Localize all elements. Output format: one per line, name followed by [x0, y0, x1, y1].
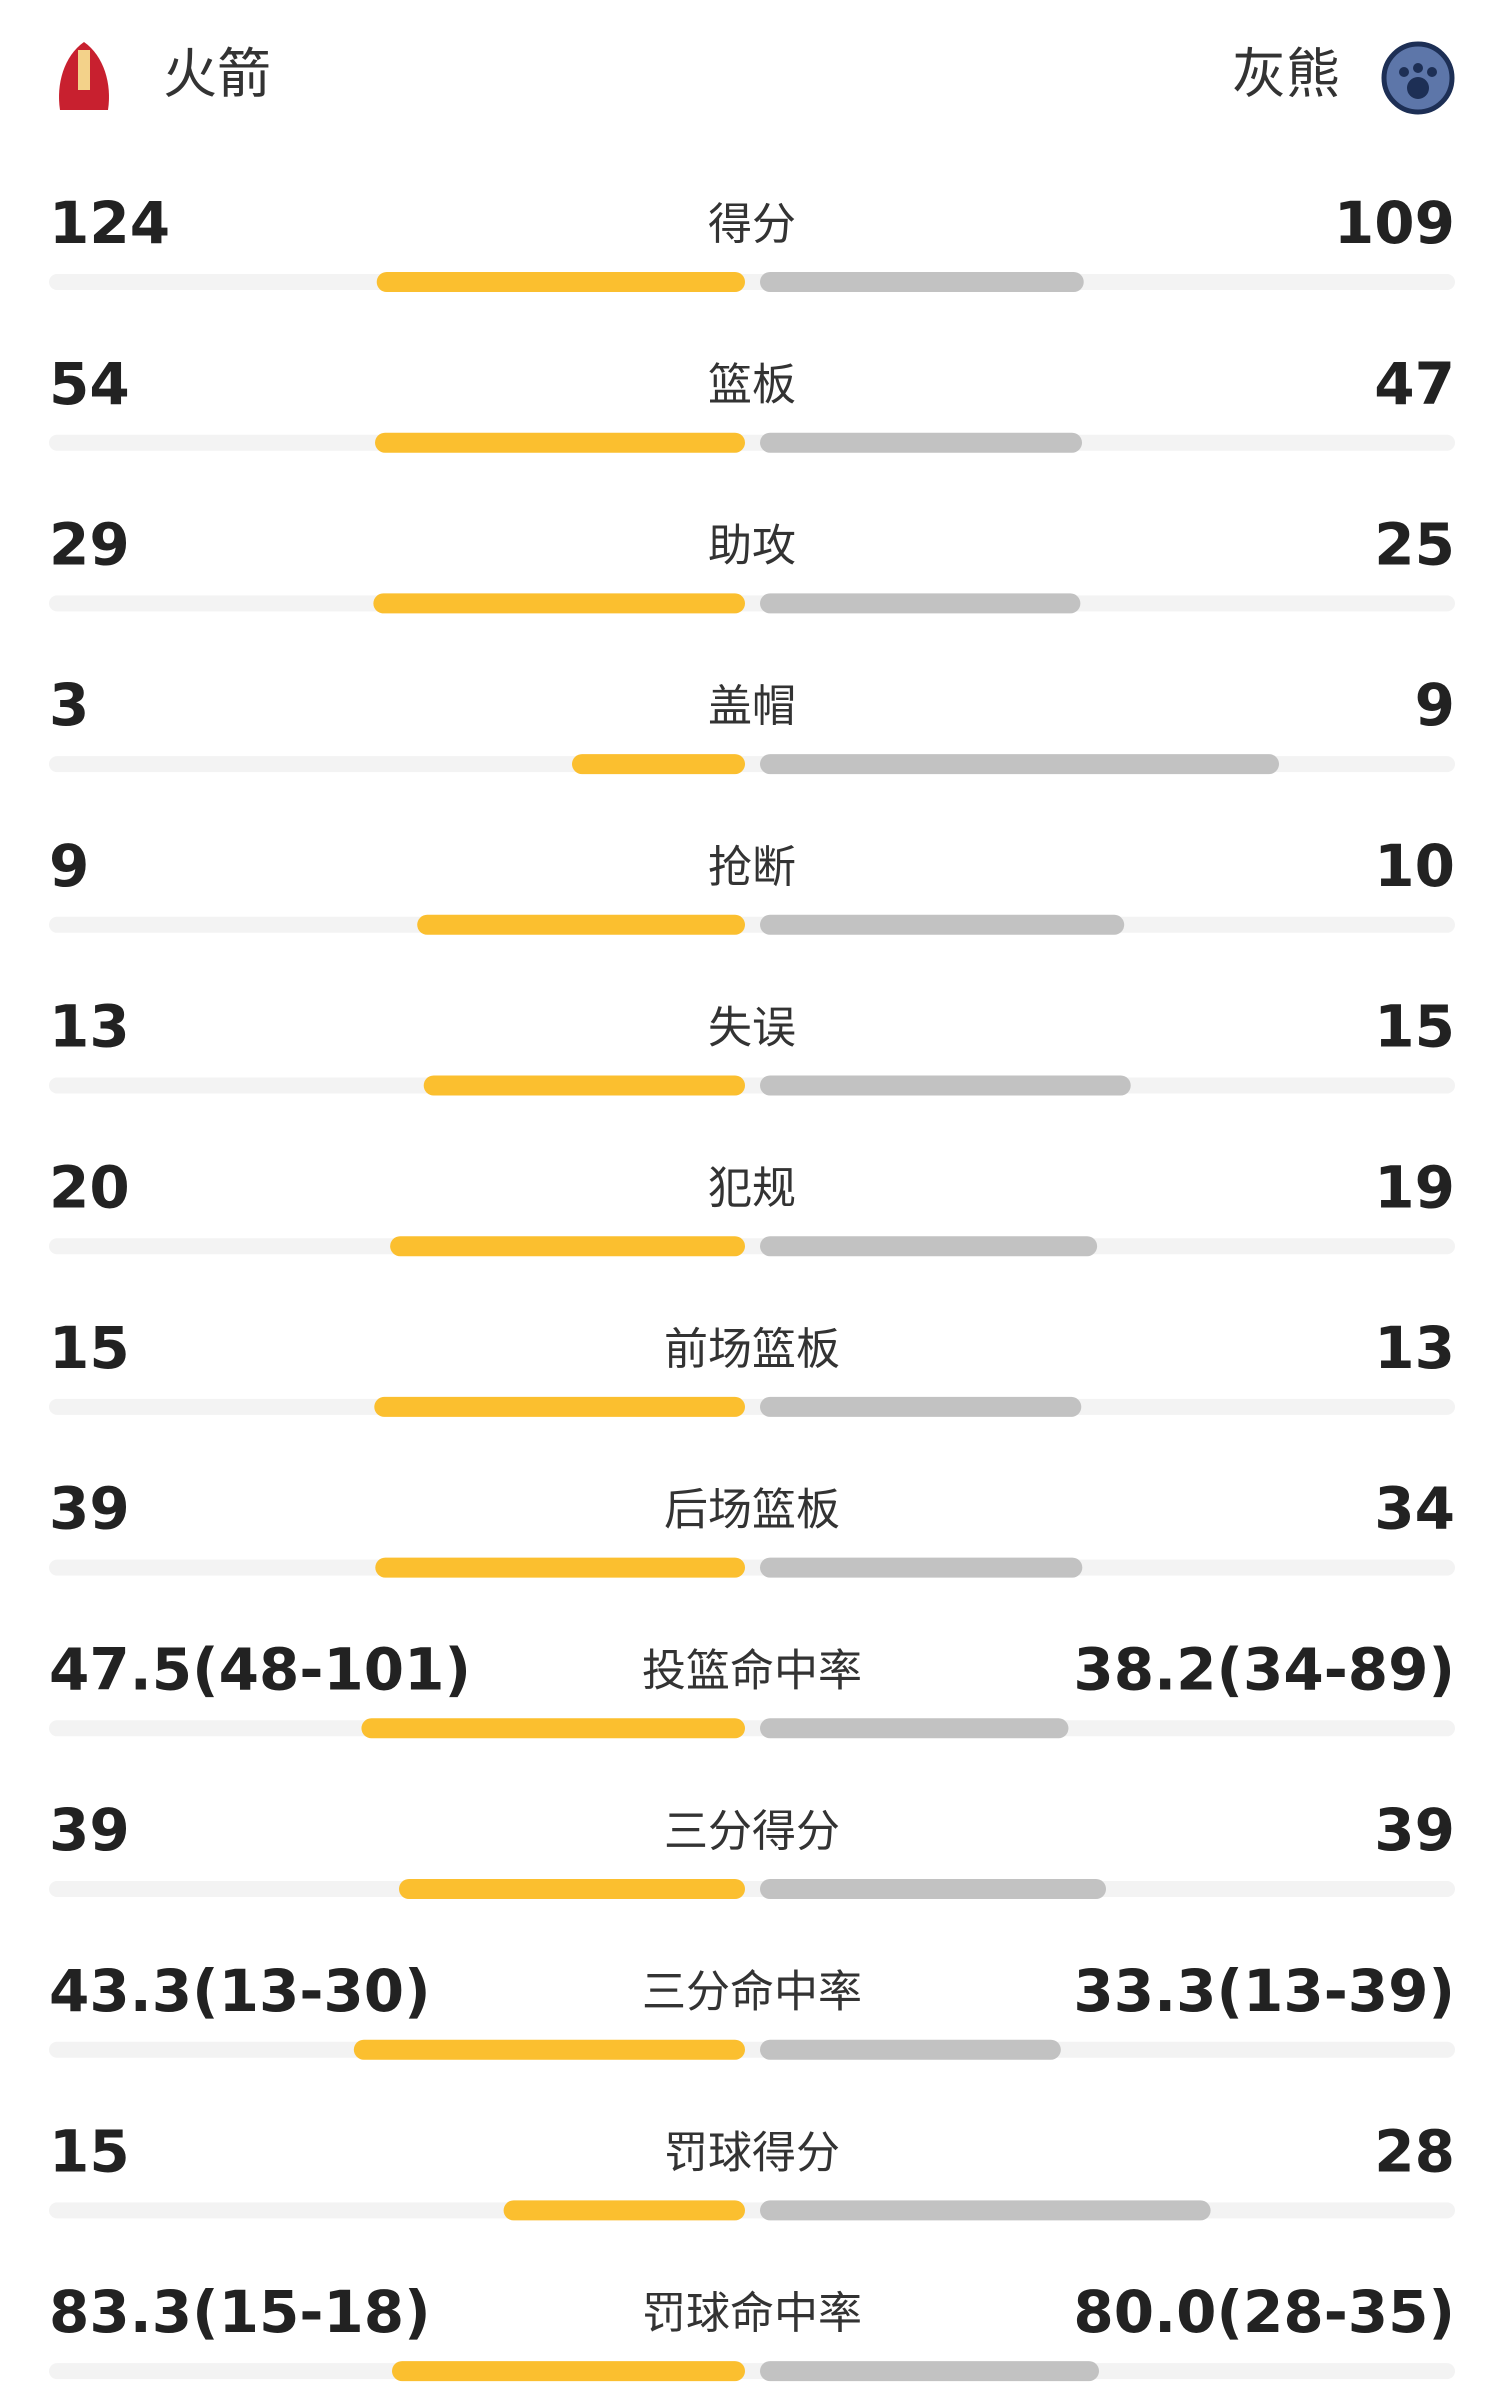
home-bar	[361, 1718, 745, 1739]
track	[49, 595, 1455, 612]
away-bar	[760, 2200, 1211, 2221]
home-value: 124	[49, 189, 170, 257]
away-value: 9	[1415, 671, 1455, 739]
track	[49, 2041, 1455, 2058]
stat-label: 助攻	[708, 520, 796, 571]
home-bar	[503, 2200, 745, 2221]
stat-label: 犯规	[708, 1163, 796, 1214]
home-bar	[390, 1236, 745, 1257]
home-value: 39	[49, 1475, 130, 1543]
home-bar	[399, 1879, 745, 1899]
away-bar	[760, 593, 1081, 614]
home-logo	[59, 42, 109, 110]
away-bar	[760, 914, 1125, 935]
away-bar	[760, 432, 1083, 453]
away-bar	[760, 1879, 1106, 1899]
home-bar	[374, 1396, 745, 1417]
stat-label: 得分	[708, 199, 796, 250]
track	[49, 1881, 1455, 1897]
away-value: 33.3(13-39)	[1073, 1957, 1455, 2025]
home-value: 13	[49, 993, 130, 1061]
away-bar	[760, 2039, 1061, 2060]
stat-label: 后场篮板	[664, 1485, 840, 1536]
track	[49, 2363, 1455, 2380]
away-value: 47	[1374, 350, 1455, 418]
away-bar	[760, 1075, 1131, 1096]
home-value: 9	[49, 832, 89, 900]
stat-label: 失误	[708, 1003, 796, 1054]
away-logo	[1381, 41, 1455, 115]
home-team: 火箭	[163, 43, 271, 106]
track	[49, 2202, 1455, 2219]
stat-label: 三分命中率	[642, 1967, 862, 2018]
away-bar	[760, 1557, 1083, 1578]
stat-label: 篮板	[708, 360, 796, 411]
away-value: 10	[1374, 832, 1455, 900]
stat-label: 投篮命中率	[642, 1645, 862, 1696]
home-value: 29	[49, 511, 130, 579]
track	[49, 274, 1455, 290]
home-bar	[373, 593, 745, 614]
home-value: 47.5(48-101)	[49, 1635, 471, 1703]
away-bar	[760, 1718, 1069, 1739]
away-value: 34	[1374, 1475, 1455, 1543]
home-value: 15	[49, 2118, 130, 2186]
stat-label: 前场篮板	[664, 1324, 840, 1375]
home-bar	[572, 754, 745, 775]
home-value: 43.3(13-30)	[49, 1957, 431, 2025]
away-team: 灰熊	[1232, 43, 1340, 106]
home-value: 20	[49, 1153, 130, 1221]
away-bar	[760, 1396, 1082, 1417]
track	[49, 1077, 1455, 1094]
stat-label: 盖帽	[708, 681, 796, 732]
away-value: 28	[1374, 2118, 1455, 2186]
track	[49, 1720, 1455, 1737]
stat-label: 三分得分	[664, 1806, 840, 1857]
track	[49, 916, 1455, 933]
away-value: 19	[1374, 1153, 1455, 1221]
home-value: 15	[49, 1314, 130, 1382]
home-bar	[417, 914, 745, 935]
away-value: 38.2(34-89)	[1073, 1635, 1455, 1703]
home-value: 83.3(15-18)	[49, 2278, 431, 2346]
away-value: 25	[1374, 511, 1455, 579]
away-bar	[760, 2361, 1100, 2382]
away-value: 39	[1374, 1796, 1455, 1864]
stat-label: 罚球得分	[664, 2127, 840, 2178]
away-bar	[760, 754, 1279, 775]
track	[49, 434, 1455, 451]
stat-label: 罚球命中率	[642, 2288, 862, 2339]
home-value: 3	[49, 671, 89, 739]
away-bar	[760, 272, 1084, 292]
away-bar	[760, 1236, 1098, 1257]
track	[49, 1238, 1455, 1255]
home-bar	[375, 1557, 745, 1578]
home-bar	[423, 1075, 745, 1096]
track	[49, 1398, 1455, 1415]
away-value: 13	[1374, 1314, 1455, 1382]
away-value: 109	[1334, 189, 1455, 257]
away-value: 80.0(28-35)	[1073, 2278, 1455, 2346]
home-value: 54	[49, 350, 130, 418]
home-bar	[376, 272, 745, 292]
stat-label: 抢断	[708, 842, 796, 893]
away-value: 15	[1374, 993, 1455, 1061]
home-bar	[353, 2039, 745, 2060]
track	[49, 1559, 1455, 1576]
home-value: 39	[49, 1796, 130, 1864]
home-bar	[392, 2361, 745, 2382]
home-bar	[375, 432, 745, 453]
